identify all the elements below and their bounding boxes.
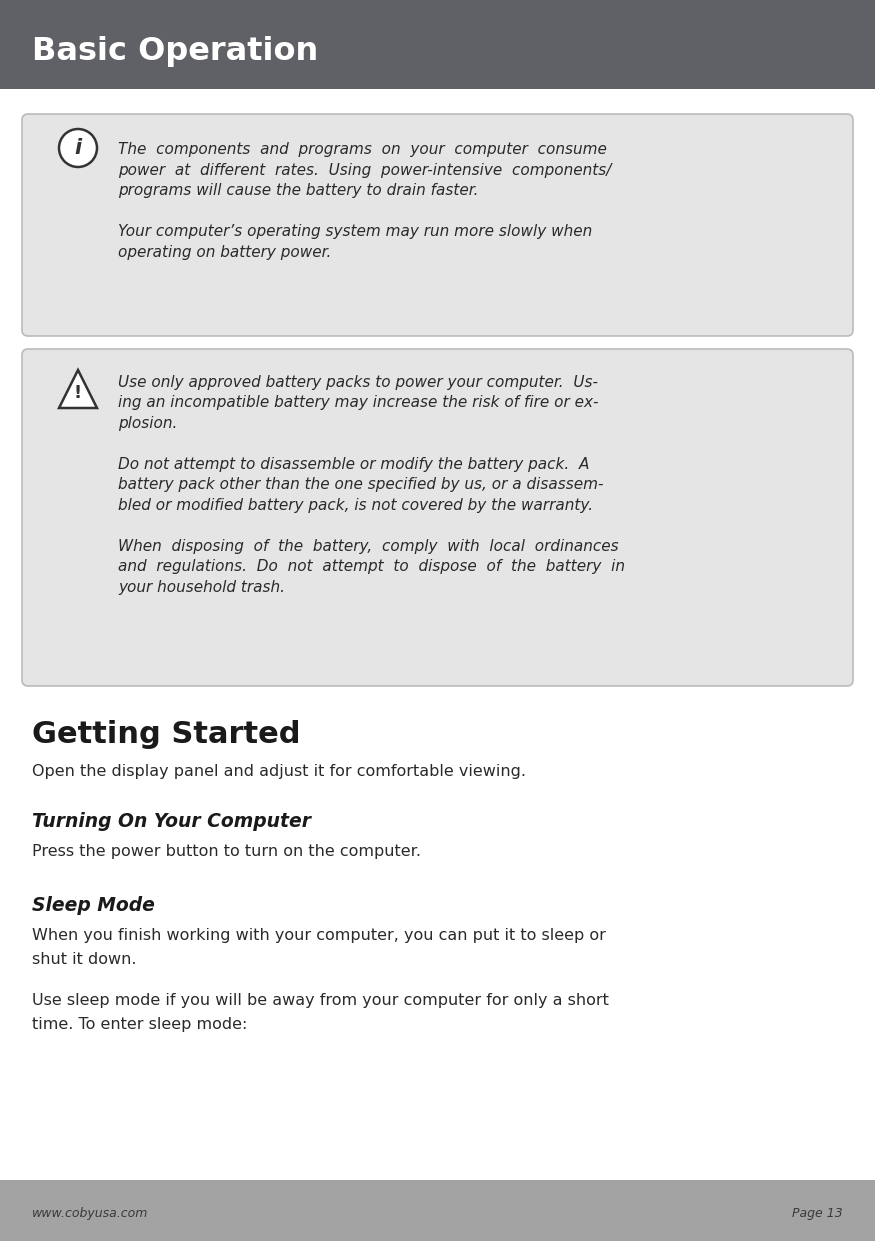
Text: Your computer’s operating system may run more slowly when: Your computer’s operating system may run… — [118, 223, 592, 240]
Text: Getting Started: Getting Started — [32, 720, 300, 750]
Text: The  components  and  programs  on  your  computer  consume: The components and programs on your comp… — [118, 141, 607, 158]
Text: plosion.: plosion. — [118, 416, 178, 431]
Text: When you finish working with your computer, you can put it to sleep or: When you finish working with your comput… — [32, 928, 605, 943]
Text: When  disposing  of  the  battery,  comply  with  local  ordinances: When disposing of the battery, comply wi… — [118, 539, 619, 553]
Text: Use only approved battery packs to power your computer.  Us-: Use only approved battery packs to power… — [118, 375, 598, 390]
Text: !: ! — [74, 383, 82, 402]
Text: i: i — [74, 138, 81, 158]
Text: operating on battery power.: operating on battery power. — [118, 244, 332, 259]
Text: Open the display panel and adjust it for comfortable viewing.: Open the display panel and adjust it for… — [32, 764, 526, 779]
Text: Basic Operation: Basic Operation — [32, 36, 318, 67]
Text: battery pack other than the one specified by us, or a disassem-: battery pack other than the one specifie… — [118, 478, 604, 493]
Text: programs will cause the battery to drain faster.: programs will cause the battery to drain… — [118, 182, 479, 199]
FancyBboxPatch shape — [22, 349, 853, 686]
Text: Turning On Your Computer: Turning On Your Computer — [32, 812, 311, 831]
Text: bled or modified battery pack, is not covered by the warranty.: bled or modified battery pack, is not co… — [118, 498, 593, 513]
Text: Press the power button to turn on the computer.: Press the power button to turn on the co… — [32, 844, 421, 859]
Text: Sleep Mode: Sleep Mode — [32, 896, 155, 915]
Text: your household trash.: your household trash. — [118, 580, 285, 594]
Text: time. To enter sleep mode:: time. To enter sleep mode: — [32, 1018, 248, 1033]
Bar — [0, 0, 875, 89]
Text: power  at  different  rates.  Using  power-intensive  components/: power at different rates. Using power-in… — [118, 163, 612, 177]
Text: Page 13: Page 13 — [792, 1207, 843, 1220]
Text: ing an incompatible battery may increase the risk of fire or ex-: ing an incompatible battery may increase… — [118, 396, 599, 411]
Text: Use sleep mode if you will be away from your computer for only a short: Use sleep mode if you will be away from … — [32, 993, 609, 1008]
Text: www.cobyusa.com: www.cobyusa.com — [32, 1207, 149, 1220]
Text: Do not attempt to disassemble or modify the battery pack.  A: Do not attempt to disassemble or modify … — [118, 457, 590, 472]
Polygon shape — [59, 370, 97, 408]
Text: shut it down.: shut it down. — [32, 952, 136, 967]
Circle shape — [59, 129, 97, 168]
FancyBboxPatch shape — [22, 114, 853, 336]
Text: and  regulations.  Do  not  attempt  to  dispose  of  the  battery  in: and regulations. Do not attempt to dispo… — [118, 560, 625, 575]
Bar — [0, 1180, 875, 1241]
